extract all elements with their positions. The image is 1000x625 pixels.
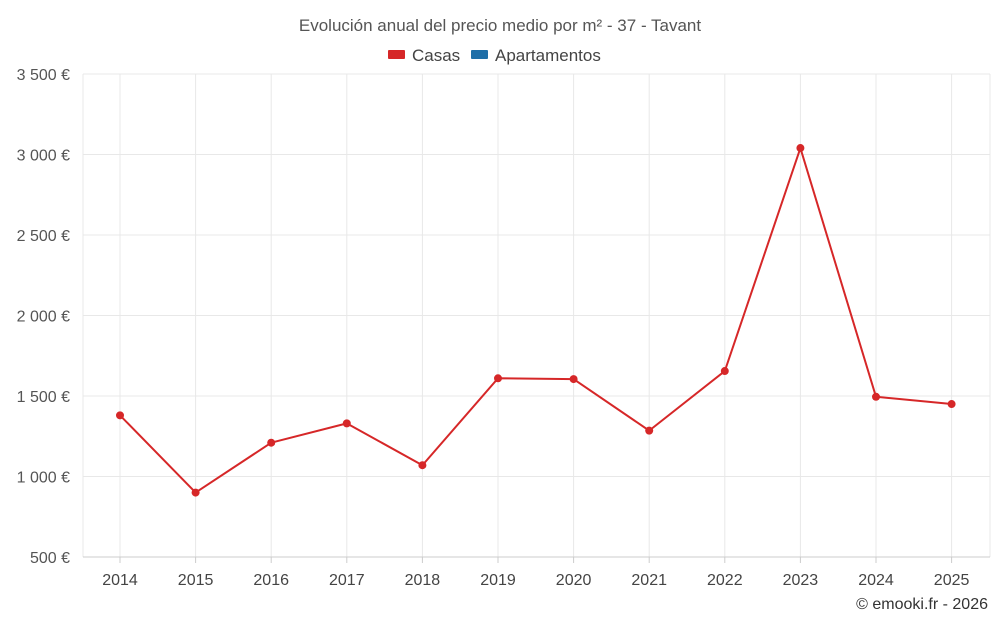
y-tick-label: 500 € — [30, 550, 70, 567]
data-point-casas[interactable] — [645, 426, 654, 435]
x-tick-label: 2014 — [102, 572, 138, 589]
y-tick-label: 1 500 € — [17, 389, 70, 406]
data-point-casas[interactable] — [494, 374, 502, 383]
series-layer — [116, 144, 956, 497]
x-tick-label: 2015 — [178, 572, 214, 589]
x-tick-label: 2024 — [858, 572, 894, 589]
series-line-casas — [119, 147, 952, 494]
legend-item-casas[interactable]: Casas — [388, 46, 460, 65]
chart-title: Evolución anual del precio medio por m² … — [299, 16, 702, 35]
data-point-casas[interactable] — [191, 488, 200, 497]
y-axis-ticks: 500 € 1 000 € 1 500 € 2 000 € 2 500 € 3 000 €… — [17, 67, 70, 567]
credit-text: © emooki.fr - 2026 — [856, 596, 988, 613]
y-gridlines — [83, 73, 990, 477]
x-tick-label: 2018 — [405, 572, 441, 589]
data-point-casas[interactable] — [267, 438, 276, 447]
data-point-casas[interactable] — [116, 411, 124, 420]
data-point-casas[interactable] — [872, 392, 880, 401]
data-point-casas[interactable] — [947, 400, 956, 409]
x-tick-label: 2022 — [707, 572, 743, 589]
x-tick-label: 2025 — [934, 572, 970, 589]
data-point-casas[interactable] — [796, 144, 805, 153]
y-tick-label: 3 500 € — [17, 67, 70, 84]
x-tick-label: 2021 — [631, 572, 667, 589]
x-gridlines — [82, 74, 991, 557]
y-tick-label: 3 000 € — [17, 148, 70, 165]
x-tick-label: 2017 — [329, 572, 365, 589]
y-tick-label: 2 500 € — [17, 228, 70, 245]
data-point-casas[interactable] — [342, 419, 351, 428]
legend-item-apartamentos[interactable]: Apartamentos — [471, 46, 601, 65]
x-axis-ticks: 2014 2015 2016 2017 2018 2019 2020 2021 2022 2023… — [102, 557, 969, 589]
data-point-casas[interactable] — [569, 375, 578, 384]
y-tick-label: 1 000 € — [17, 470, 70, 487]
y-tick-label: 2 000 € — [17, 309, 70, 326]
data-point-casas[interactable] — [720, 367, 729, 376]
x-tick-label: 2020 — [556, 572, 592, 589]
x-tick-label: 2019 — [480, 572, 516, 589]
legend: Casas Apartamentos — [388, 46, 601, 65]
legend-label-casas: Casas — [412, 46, 460, 65]
x-tick-label: 2023 — [783, 572, 819, 589]
data-point-casas[interactable] — [418, 461, 427, 470]
legend-label-apartamentos: Apartamentos — [495, 46, 601, 65]
x-tick-label: 2016 — [253, 572, 289, 589]
legend-swatch-casas — [388, 50, 405, 59]
legend-swatch-apartamentos — [471, 50, 488, 59]
